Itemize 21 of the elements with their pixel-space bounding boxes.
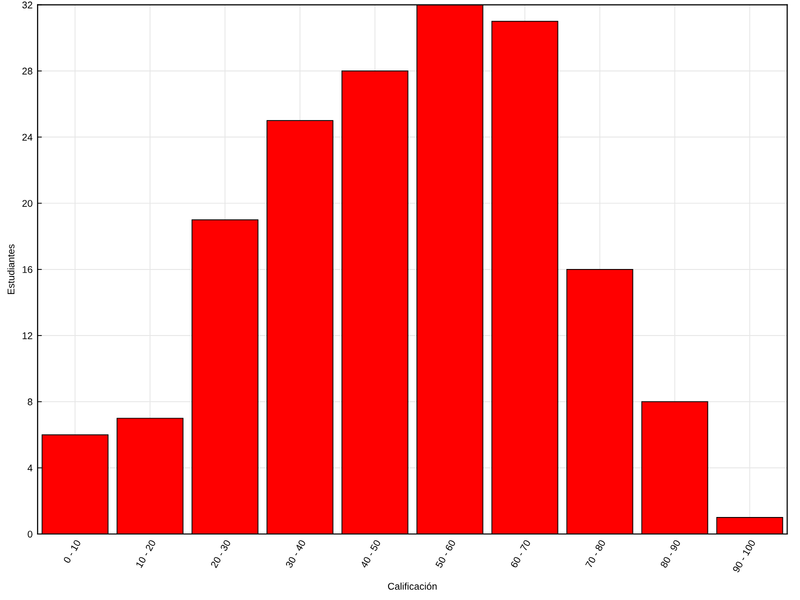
x-tick-label: 0 - 10 (63, 539, 82, 564)
y-tick-label: 0 (28, 530, 32, 538)
x-tick-label: 40 - 50 (360, 539, 381, 568)
y-tick-label: 20 (22, 200, 32, 207)
y-tick-label: 28 (22, 68, 32, 75)
y-axis-title: Estudiantes (7, 244, 14, 294)
x-tick-label: 90 - 100 (732, 539, 756, 573)
x-tick-label: 10 - 20 (136, 539, 156, 568)
y-tick-label: 12 (22, 332, 32, 340)
y-tick-label: 8 (28, 398, 32, 406)
x-tick-label: 50 - 60 (435, 539, 456, 568)
y-tick-label: 32 (22, 2, 32, 8)
y-tick-label: 16 (22, 266, 32, 274)
x-tick-label: 80 - 90 (660, 539, 681, 568)
y-tick-label: 24 (22, 134, 32, 141)
y-tick-label: 4 (28, 464, 32, 472)
x-tick-label: 60 - 70 (510, 539, 531, 568)
x-axis-title: Calificación (388, 582, 437, 590)
x-tick-label: 20 - 30 (210, 539, 231, 568)
x-tick-label: 30 - 40 (285, 539, 306, 568)
x-tick-label: 70 - 80 (585, 539, 606, 568)
